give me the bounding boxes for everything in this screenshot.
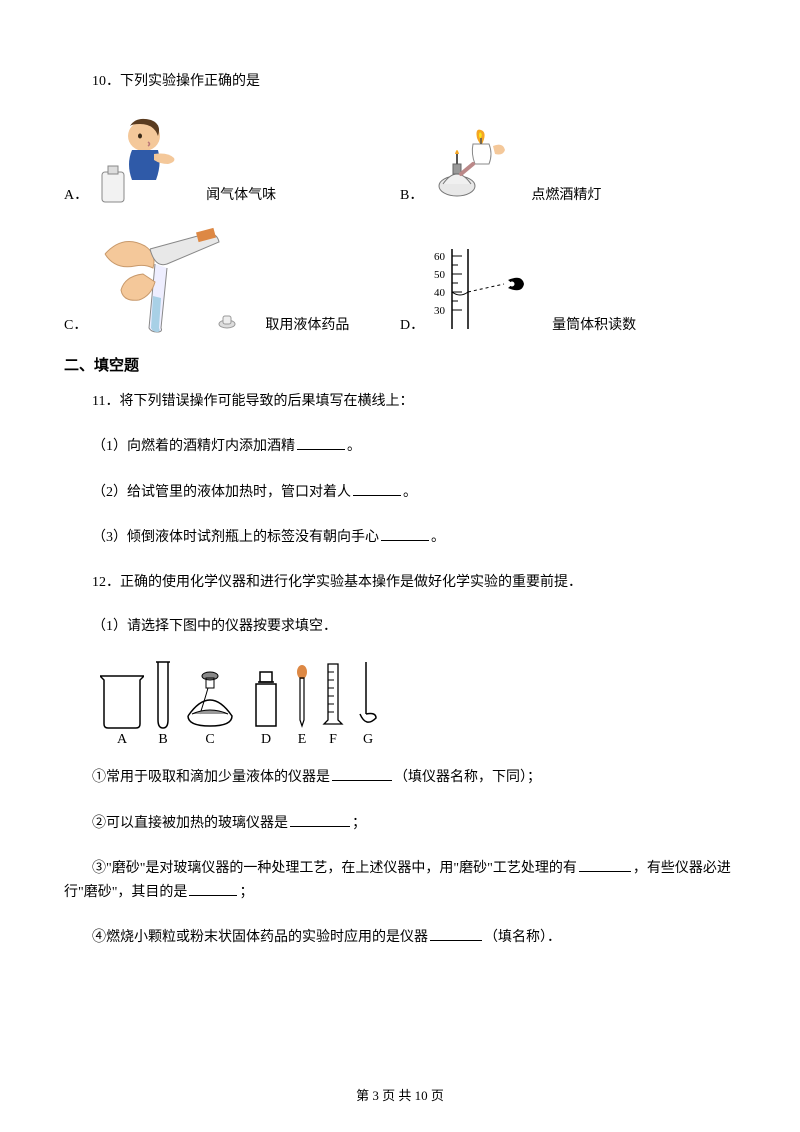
blank xyxy=(353,481,401,496)
beaker-icon xyxy=(100,670,144,730)
blank xyxy=(430,926,482,941)
blank xyxy=(332,766,392,781)
instr-f: F xyxy=(320,660,346,748)
q12-i4: ④燃烧小颗粒或粉末状固体药品的实验时应用的是仪器（填名称）． xyxy=(64,926,736,949)
instr-g: G xyxy=(356,660,380,748)
blank xyxy=(579,857,631,872)
q10-d-caption: 量筒体积读数 xyxy=(552,314,636,334)
q10-number: 10． xyxy=(92,74,120,89)
blank xyxy=(297,435,345,450)
instr-b: B xyxy=(154,660,172,748)
q10-a-illustration xyxy=(96,114,186,204)
q10-row-1: A． 闻气体气味 B． xyxy=(64,114,736,204)
q10-opt-c: C． 取用液体药品 xyxy=(64,224,400,334)
blank xyxy=(381,526,429,541)
q11-number: 11． xyxy=(92,394,119,409)
q10-d-letter: D． xyxy=(400,314,424,334)
q12-number: 12． xyxy=(92,575,120,590)
smell-gas-icon xyxy=(96,114,186,204)
q10-text: 10．下列实验操作正确的是 xyxy=(64,70,736,90)
instr-a: A xyxy=(100,670,144,748)
alcohol-lamp-icon xyxy=(182,666,238,730)
q10-b-caption: 点燃酒精灯 xyxy=(531,184,601,204)
q12-i1: ①常用于吸取和滴加少量液体的仪器是（填仪器名称，下同）； xyxy=(64,766,736,789)
page-footer: 第 3 页 共 10 页 xyxy=(0,1085,800,1104)
q10-row-2: C． 取用液体药品 D． xyxy=(64,224,736,334)
q10-opt-d: D． 60 50 40 30 xyxy=(400,244,736,334)
q10-c-illustration xyxy=(95,224,245,334)
q10-stem: 下列实验操作正确的是 xyxy=(120,74,260,89)
instr-d-label: D xyxy=(261,732,271,748)
section-2-title: 二、填空题 xyxy=(64,354,736,375)
instr-e: E xyxy=(294,664,310,748)
spoon-icon xyxy=(356,660,380,730)
svg-text:60: 60 xyxy=(434,251,446,263)
instr-e-label: E xyxy=(298,732,307,748)
q10-opt-a: A． 闻气体气味 xyxy=(64,114,400,204)
instr-a-label: A xyxy=(117,732,127,748)
q10-c-letter: C． xyxy=(64,314,87,334)
q12-i2: ②可以直接被加热的玻璃仪器是； xyxy=(64,812,736,835)
q11-p2: （2）给试管里的液体加热时，管口对着人。 xyxy=(64,481,736,504)
q10-b-illustration xyxy=(431,124,511,204)
instrument-row: A B C xyxy=(100,660,736,748)
q11-p1: （1）向燃着的酒精灯内添加酒精。 xyxy=(64,435,736,458)
reagent-bottle-icon xyxy=(248,670,284,730)
instr-c: C xyxy=(182,666,238,748)
q10-opt-b: B． 点燃酒精灯 xyxy=(400,124,736,204)
pour-liquid-icon xyxy=(95,224,245,334)
q12-i3: ③"磨砂"是对玻璃仪器的一种处理工艺，在上述仪器中，用"磨砂"工艺处理的有，有些… xyxy=(64,857,736,904)
q11-stem: 将下列错误操作可能导致的后果填写在横线上： xyxy=(119,394,413,409)
light-lamp-icon xyxy=(431,124,511,204)
instr-c-label: C xyxy=(205,732,214,748)
svg-text:50: 50 xyxy=(434,269,446,281)
q10-a-letter: A． xyxy=(64,184,88,204)
instr-d: D xyxy=(248,670,284,748)
svg-text:30: 30 xyxy=(434,305,446,317)
q11-p3: （3）倾倒液体时试剂瓶上的标签没有朝向手心。 xyxy=(64,526,736,549)
q12-text: 12．正确的使用化学仪器和进行化学实验基本操作是做好化学实验的重要前提． xyxy=(64,572,736,594)
cylinder-icon xyxy=(320,660,346,730)
blank xyxy=(189,881,237,896)
read-cylinder-icon: 60 50 40 30 xyxy=(432,244,532,334)
q12-p1: （1）请选择下图中的仪器按要求填空． xyxy=(64,616,736,638)
blank xyxy=(290,812,350,827)
instr-f-label: F xyxy=(329,732,337,748)
test-tube-icon xyxy=(154,660,172,730)
q10-a-caption: 闻气体气味 xyxy=(206,184,276,204)
q12-stem: 正确的使用化学仪器和进行化学实验基本操作是做好化学实验的重要前提． xyxy=(120,575,582,590)
q11-text: 11．将下列错误操作可能导致的后果填写在横线上： xyxy=(64,391,736,413)
instr-g-label: G xyxy=(363,732,373,748)
q10-c-caption: 取用液体药品 xyxy=(265,314,349,334)
q10-b-letter: B． xyxy=(400,184,423,204)
svg-text:40: 40 xyxy=(434,287,446,299)
q10-d-illustration: 60 50 40 30 xyxy=(432,244,532,334)
dropper-icon xyxy=(294,664,310,730)
instr-b-label: B xyxy=(158,732,167,748)
